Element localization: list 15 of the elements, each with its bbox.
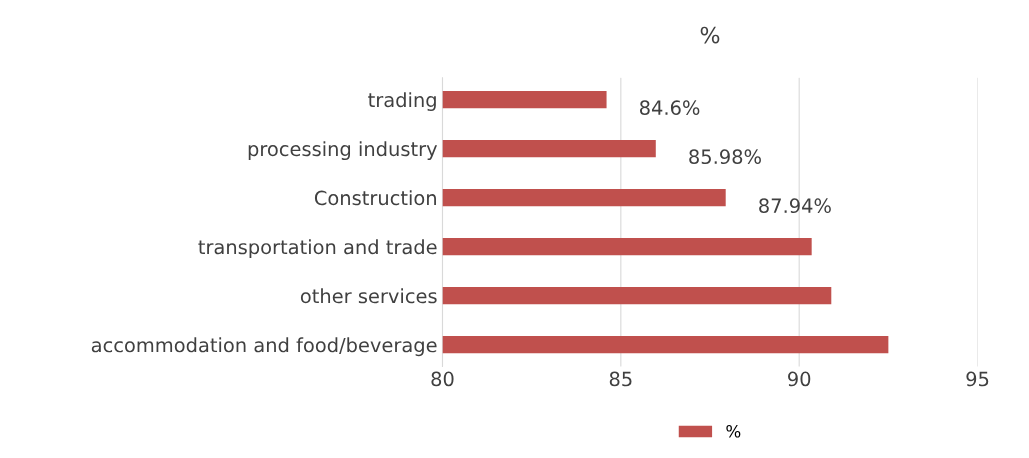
y-tick-label: processing industry	[248, 141, 438, 161]
y-tick-label: trading	[368, 92, 436, 111]
data-label: 84.6%	[639, 100, 700, 115]
y-tick-label: accommodation and food/beverage	[91, 337, 437, 357]
data-label: 85.98%	[689, 149, 761, 165]
x-tick-label: 95	[966, 371, 989, 387]
x-tick-label: 80	[431, 371, 454, 387]
x-tick-label: 85	[609, 371, 632, 387]
y-tick-label: Construction	[314, 190, 436, 206]
y-tick-label: transportation and trade	[198, 239, 437, 259]
data-label: 87.94%	[759, 198, 831, 214]
chart-title: %	[700, 26, 720, 44]
x-tick-label: 90	[788, 371, 811, 387]
y-tick-label: other services	[300, 288, 437, 304]
legend-label: %	[726, 424, 741, 438]
